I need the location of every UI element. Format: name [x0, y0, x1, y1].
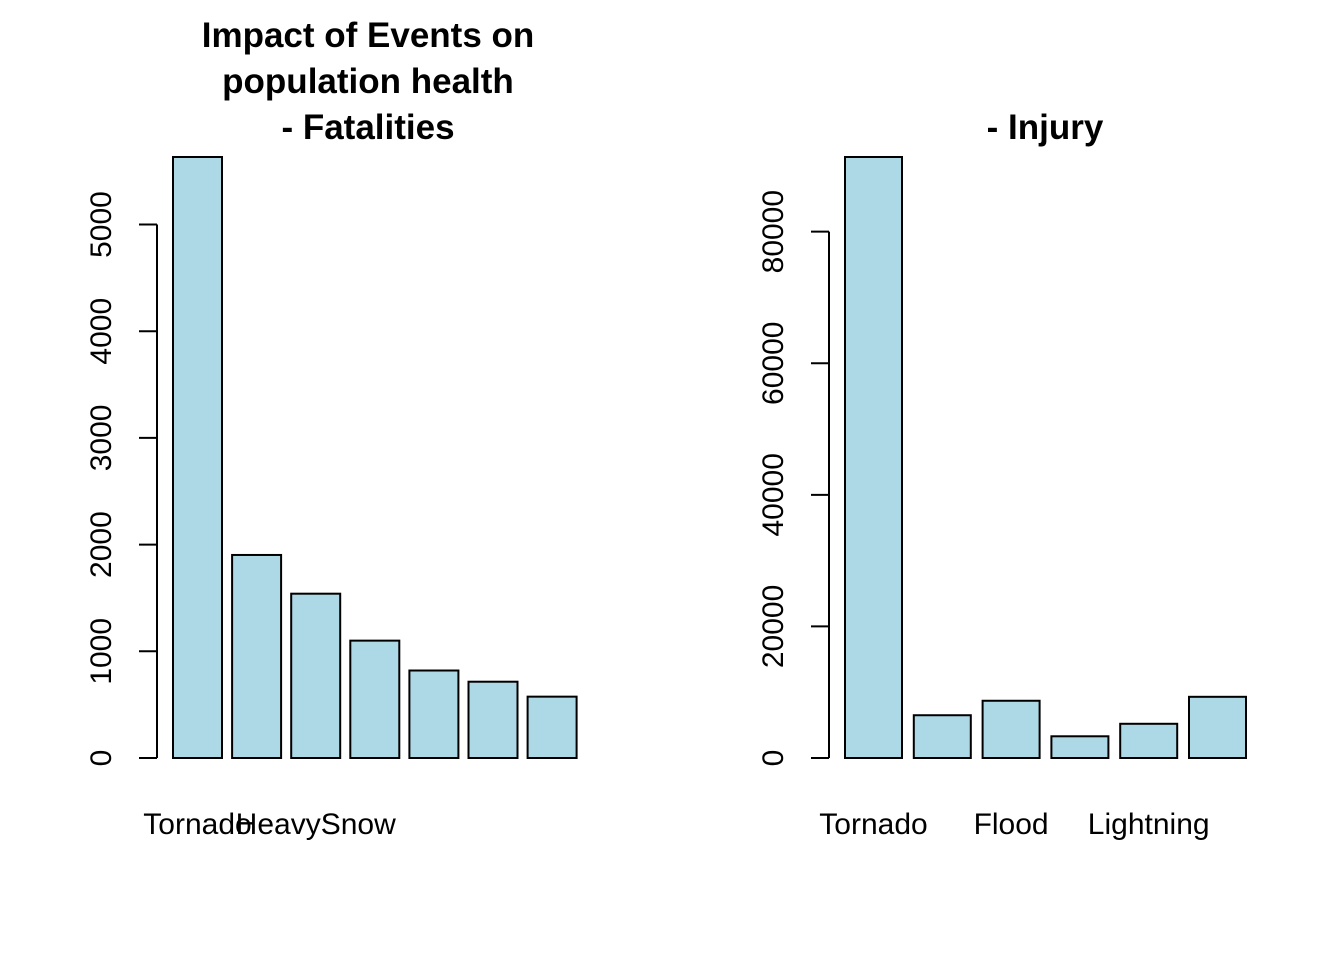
- chart-1-bar-5: [408, 669, 460, 759]
- chart-1-y-tick-label: 3000: [85, 405, 118, 472]
- chart-2-bar-6: [1188, 695, 1247, 759]
- chart-1-category-label: HeavySnow: [236, 808, 396, 841]
- chart-2-bar-4: [1050, 735, 1110, 759]
- chart-1-category-label: Tornado: [143, 808, 251, 841]
- chart-1-y-tick-label: 5000: [85, 191, 118, 258]
- chart-1-bar-2: [231, 553, 283, 760]
- chart-1-y-tick-label: 0: [85, 750, 118, 767]
- chart-2-category-label: Tornado: [819, 808, 927, 841]
- chart-1-bar-1: [172, 156, 223, 759]
- chart-2-y-tick-label: 20000: [757, 585, 790, 668]
- chart-1-bar-7: [526, 695, 578, 759]
- chart-2-y-tick-label: 60000: [757, 322, 790, 405]
- chart-1-title-line-2: population health: [222, 62, 514, 101]
- chart-1-y-tick-label: 2000: [85, 511, 118, 578]
- chart-2-title-line-1: - Injury: [987, 108, 1104, 147]
- chart-1-bar-6: [467, 680, 519, 760]
- chart-2-bar-5: [1119, 722, 1179, 760]
- chart-1-title-line-1: Impact of Events on: [202, 16, 535, 55]
- chart-2-y-tick-label: 0: [757, 750, 790, 767]
- chart-1-y-tick-label: 1000: [85, 618, 118, 685]
- chart-1-bar-4: [349, 639, 401, 759]
- chart-1-title-line-3: - Fatalities: [281, 108, 454, 147]
- chart-2-y-tick-label: 40000: [757, 453, 790, 536]
- chart-2-bar-3: [981, 699, 1041, 759]
- chart-2-bar-2: [912, 714, 972, 759]
- chart-2-bar-1: [844, 156, 903, 759]
- chart-1-y-tick-label: 4000: [85, 298, 118, 365]
- chart-1-bar-3: [290, 592, 342, 759]
- chart-2-y-tick-label: 80000: [757, 190, 790, 273]
- chart-2-category-label: Flood: [974, 808, 1049, 841]
- chart-2-category-label: Lightning: [1088, 808, 1210, 841]
